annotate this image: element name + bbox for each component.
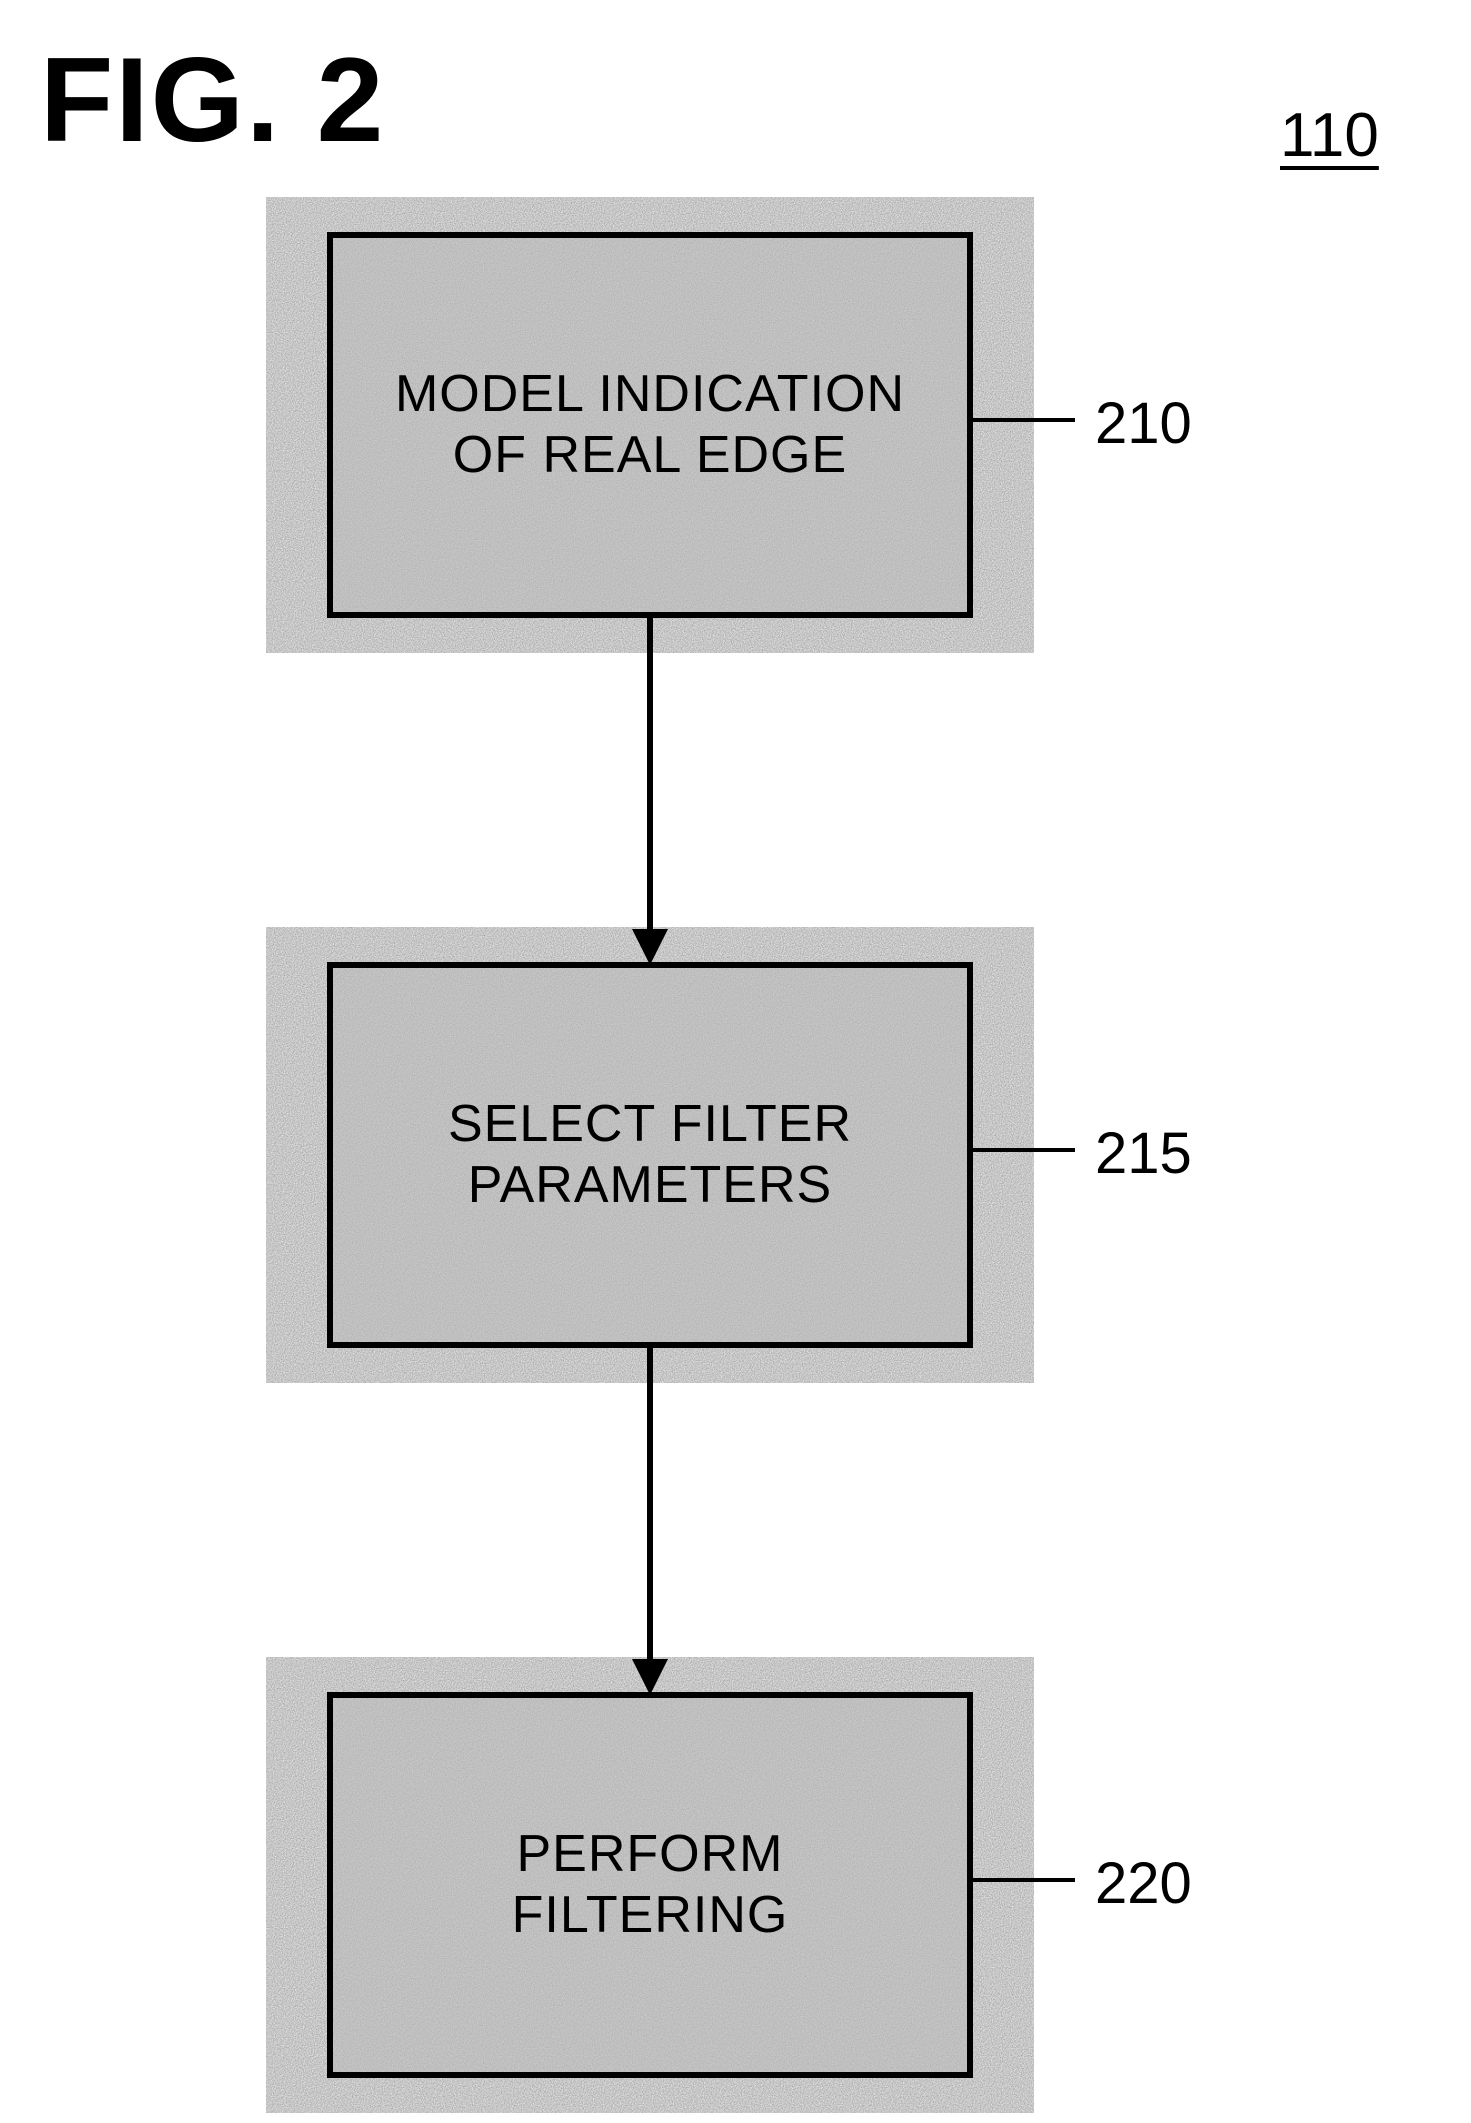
figure-stage: FIG. 2 110 MODEL INDICATION OF REAL EDGE…	[0, 0, 1471, 2123]
flowchart-node-label: SELECT FILTER PARAMETERS	[448, 1094, 852, 1217]
callout-210: 210	[1095, 390, 1192, 457]
figure-title: FIG. 2	[40, 40, 385, 160]
figure-ref-number-text: 110	[1280, 101, 1379, 170]
flowchart-node-n220: PERFORM FILTERING	[330, 1695, 970, 2075]
flowchart-node-label: MODEL INDICATION OF REAL EDGE	[395, 364, 905, 487]
flowchart-node-label: PERFORM FILTERING	[512, 1824, 789, 1947]
callout-220: 220	[1095, 1850, 1192, 1917]
figure-ref-number: 110	[1280, 105, 1379, 167]
callout-215: 215	[1095, 1120, 1192, 1187]
flowchart-node-n215: SELECT FILTER PARAMETERS	[330, 965, 970, 1345]
flowchart-node-n210: MODEL INDICATION OF REAL EDGE	[330, 235, 970, 615]
